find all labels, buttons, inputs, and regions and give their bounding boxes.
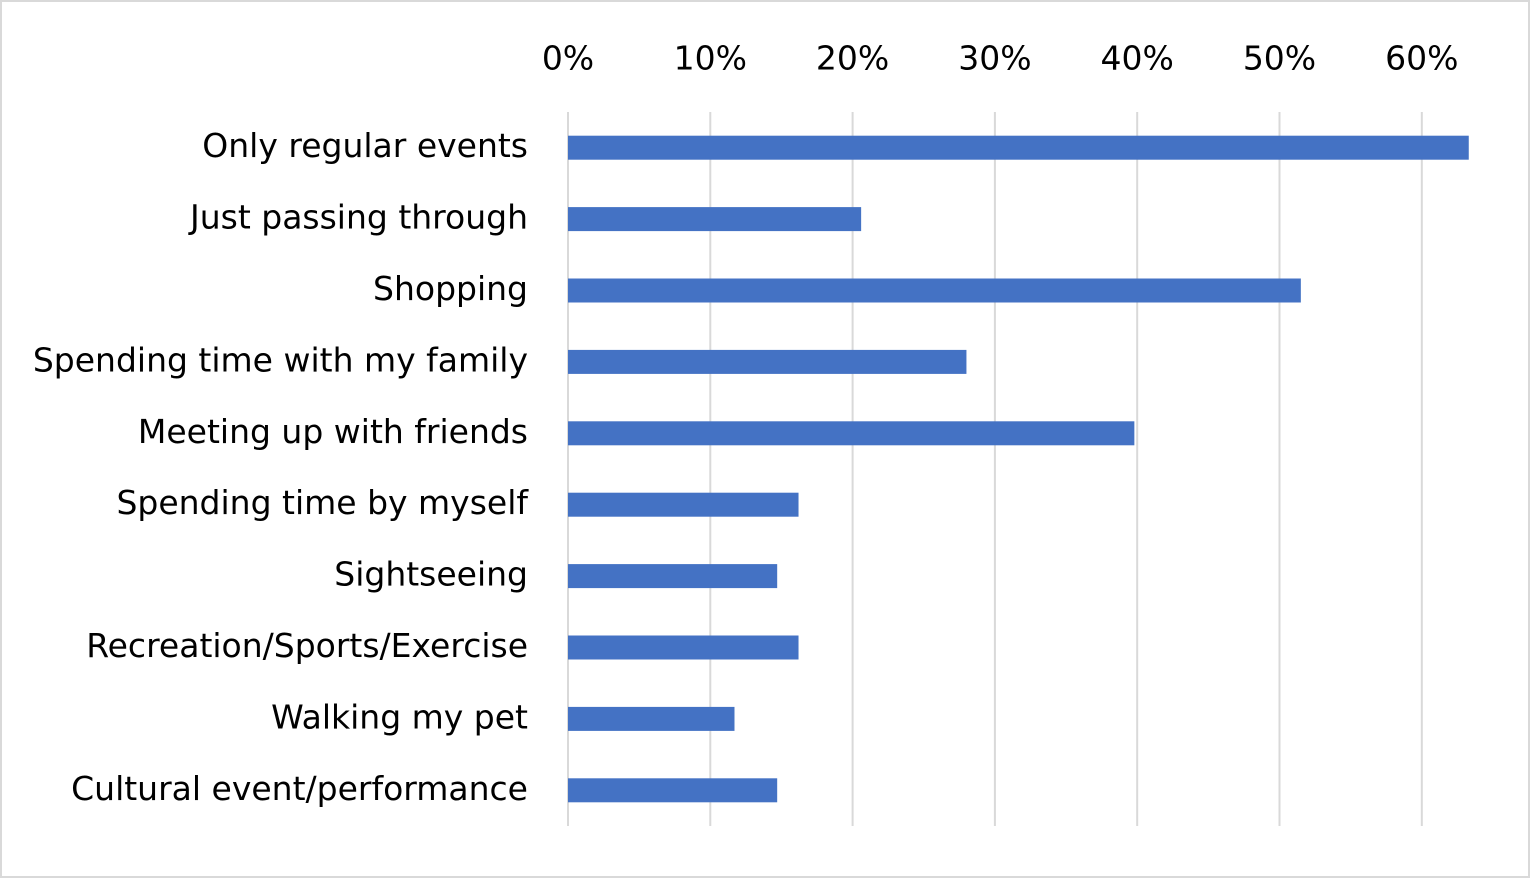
x-tick-label: 20% [816, 39, 889, 78]
y-tick-label: Recreation/Sports/Exercise [86, 626, 528, 665]
y-tick-label: Meeting up with friends [138, 412, 528, 451]
x-tick-label: 30% [958, 39, 1031, 78]
y-tick-label: Sightseeing [334, 555, 528, 594]
bar [568, 492, 799, 517]
bar [568, 421, 1135, 446]
bar [568, 135, 1469, 160]
x-tick-label: 40% [1101, 39, 1174, 78]
y-tick-label: Spending time with my family [33, 340, 528, 379]
y-tick-label: Walking my pet [271, 697, 528, 736]
bar [568, 278, 1301, 303]
bar [568, 349, 967, 374]
y-tick-label: Just passing through [188, 198, 528, 237]
x-tick-label: 10% [674, 39, 747, 78]
y-tick-label: Shopping [373, 269, 528, 308]
bar [568, 207, 862, 232]
bar [568, 706, 735, 731]
bar [568, 778, 778, 803]
x-tick-label: 60% [1385, 39, 1458, 78]
y-tick-label: Spending time by myself [116, 483, 529, 522]
y-tick-label: Only regular events [202, 126, 528, 165]
y-tick-label: Cultural event/performance [71, 769, 528, 808]
bar [568, 635, 799, 660]
x-tick-label: 0% [542, 39, 594, 78]
x-tick-label: 50% [1243, 39, 1316, 78]
bar [568, 564, 778, 589]
